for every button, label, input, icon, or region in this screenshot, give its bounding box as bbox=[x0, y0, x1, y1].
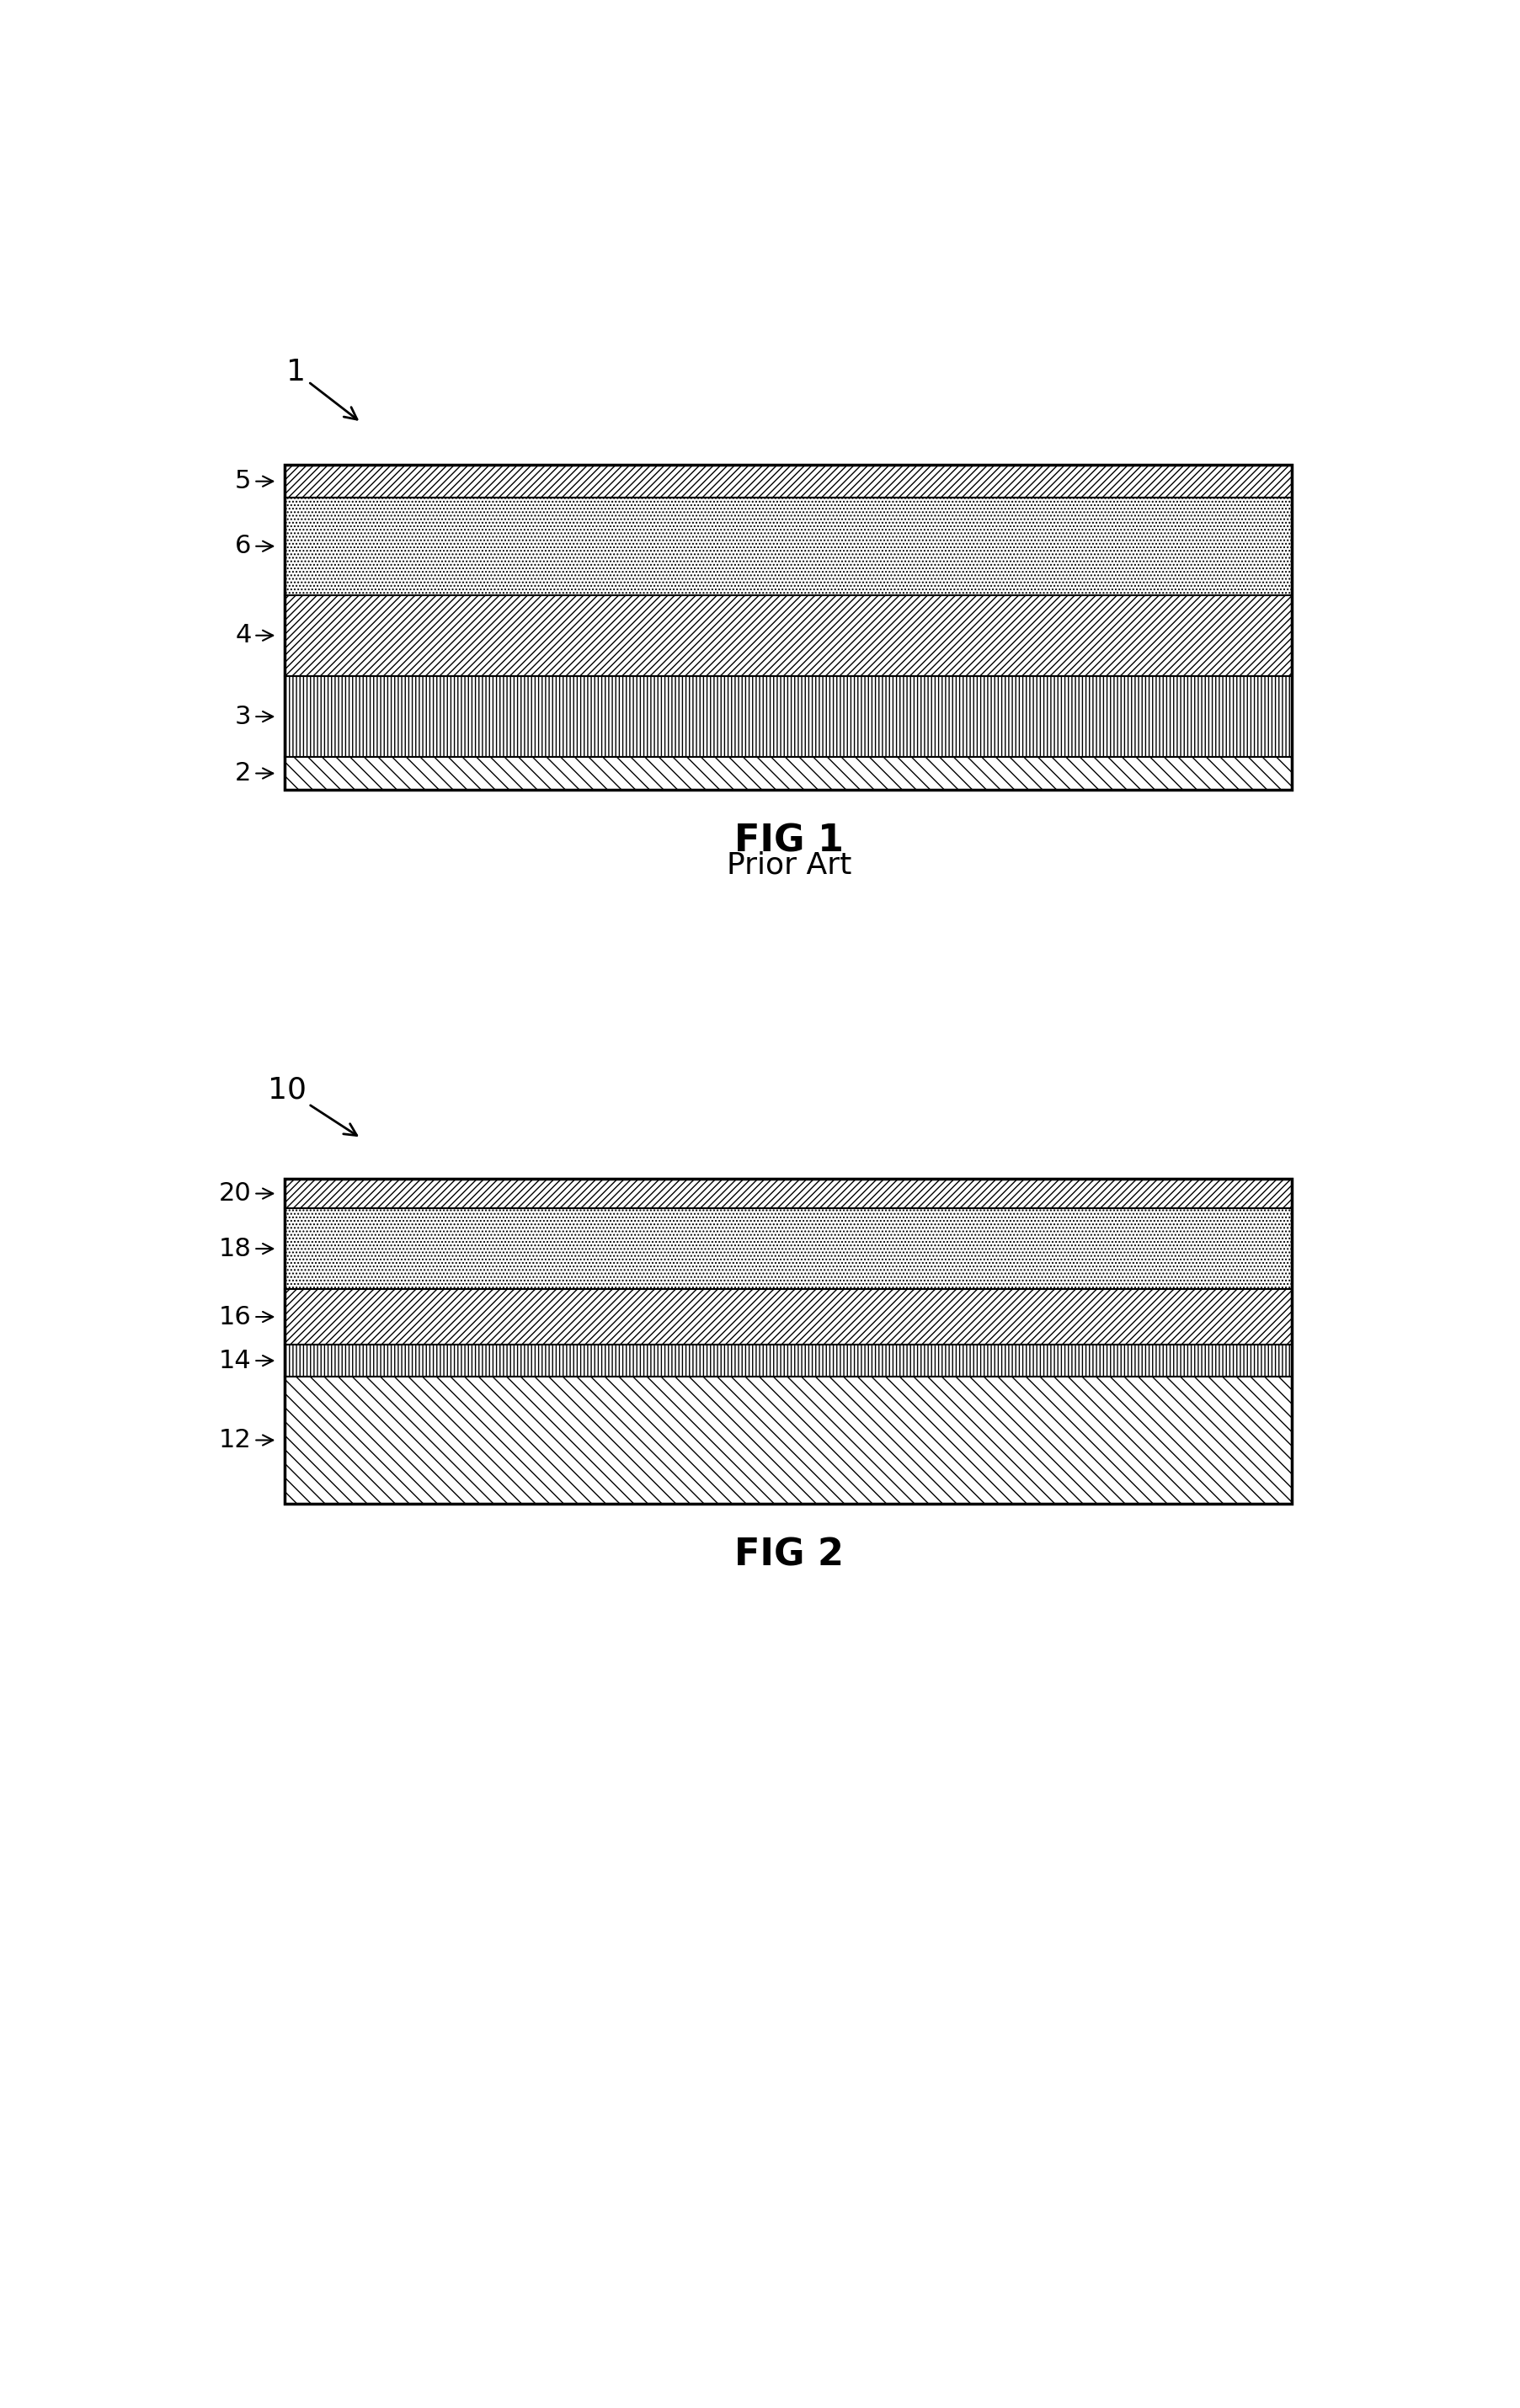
Bar bbox=[284, 1288, 1292, 1344]
Bar bbox=[284, 677, 1292, 756]
Text: 3: 3 bbox=[236, 706, 274, 730]
Text: FIG 2: FIG 2 bbox=[734, 1536, 844, 1572]
Bar bbox=[284, 498, 1292, 595]
Text: 2: 2 bbox=[236, 761, 274, 785]
Text: 20: 20 bbox=[219, 1182, 274, 1206]
Bar bbox=[284, 465, 1292, 790]
Bar bbox=[284, 1377, 1292, 1503]
Bar bbox=[284, 595, 1292, 677]
Bar bbox=[284, 1180, 1292, 1209]
Text: 12: 12 bbox=[219, 1428, 274, 1452]
Bar bbox=[284, 756, 1292, 790]
Text: 10: 10 bbox=[268, 1076, 357, 1137]
Text: 1: 1 bbox=[286, 359, 357, 419]
Text: Prior Art: Prior Art bbox=[727, 850, 851, 879]
Bar bbox=[284, 1344, 1292, 1377]
Text: 18: 18 bbox=[219, 1238, 274, 1262]
Text: 4: 4 bbox=[236, 624, 274, 648]
Text: 14: 14 bbox=[219, 1348, 274, 1373]
Text: 5: 5 bbox=[236, 470, 274, 494]
Bar bbox=[284, 1209, 1292, 1288]
Bar bbox=[284, 1180, 1292, 1503]
Bar bbox=[284, 465, 1292, 498]
Text: 6: 6 bbox=[236, 535, 274, 559]
Text: FIG 1: FIG 1 bbox=[734, 824, 844, 860]
Text: 16: 16 bbox=[219, 1305, 274, 1329]
